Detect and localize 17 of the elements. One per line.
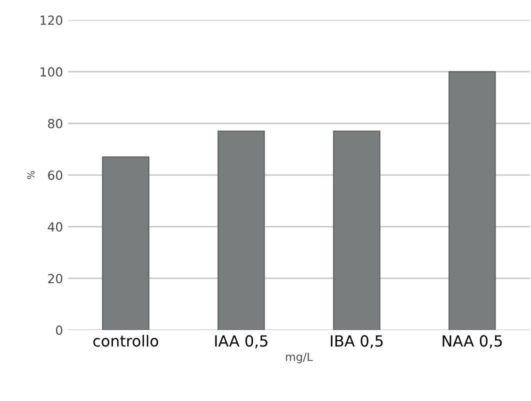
bar [102,156,150,330]
y-tick-label: 60 [48,170,62,180]
x-tick-label: NAA 0,5 [442,335,502,348]
bar [218,130,265,330]
x-tick-label: IAA 0,5 [215,335,268,348]
bar [448,71,496,330]
y-tick-label: 40 [48,222,62,232]
y-tick-label: 80 [48,118,62,128]
y-tick-label: 0 [56,325,62,335]
x-axis-title: mg/L [286,352,313,364]
x-tick-label: IBA 0,5 [330,335,383,348]
bar [333,130,380,330]
y-tick-label: 100 [40,67,62,77]
x-tick-label: controllo [93,334,158,347]
y-tick-label: 20 [48,274,62,284]
y-axis-title: % [27,170,35,180]
y-tick-label: 120 [40,16,62,25]
